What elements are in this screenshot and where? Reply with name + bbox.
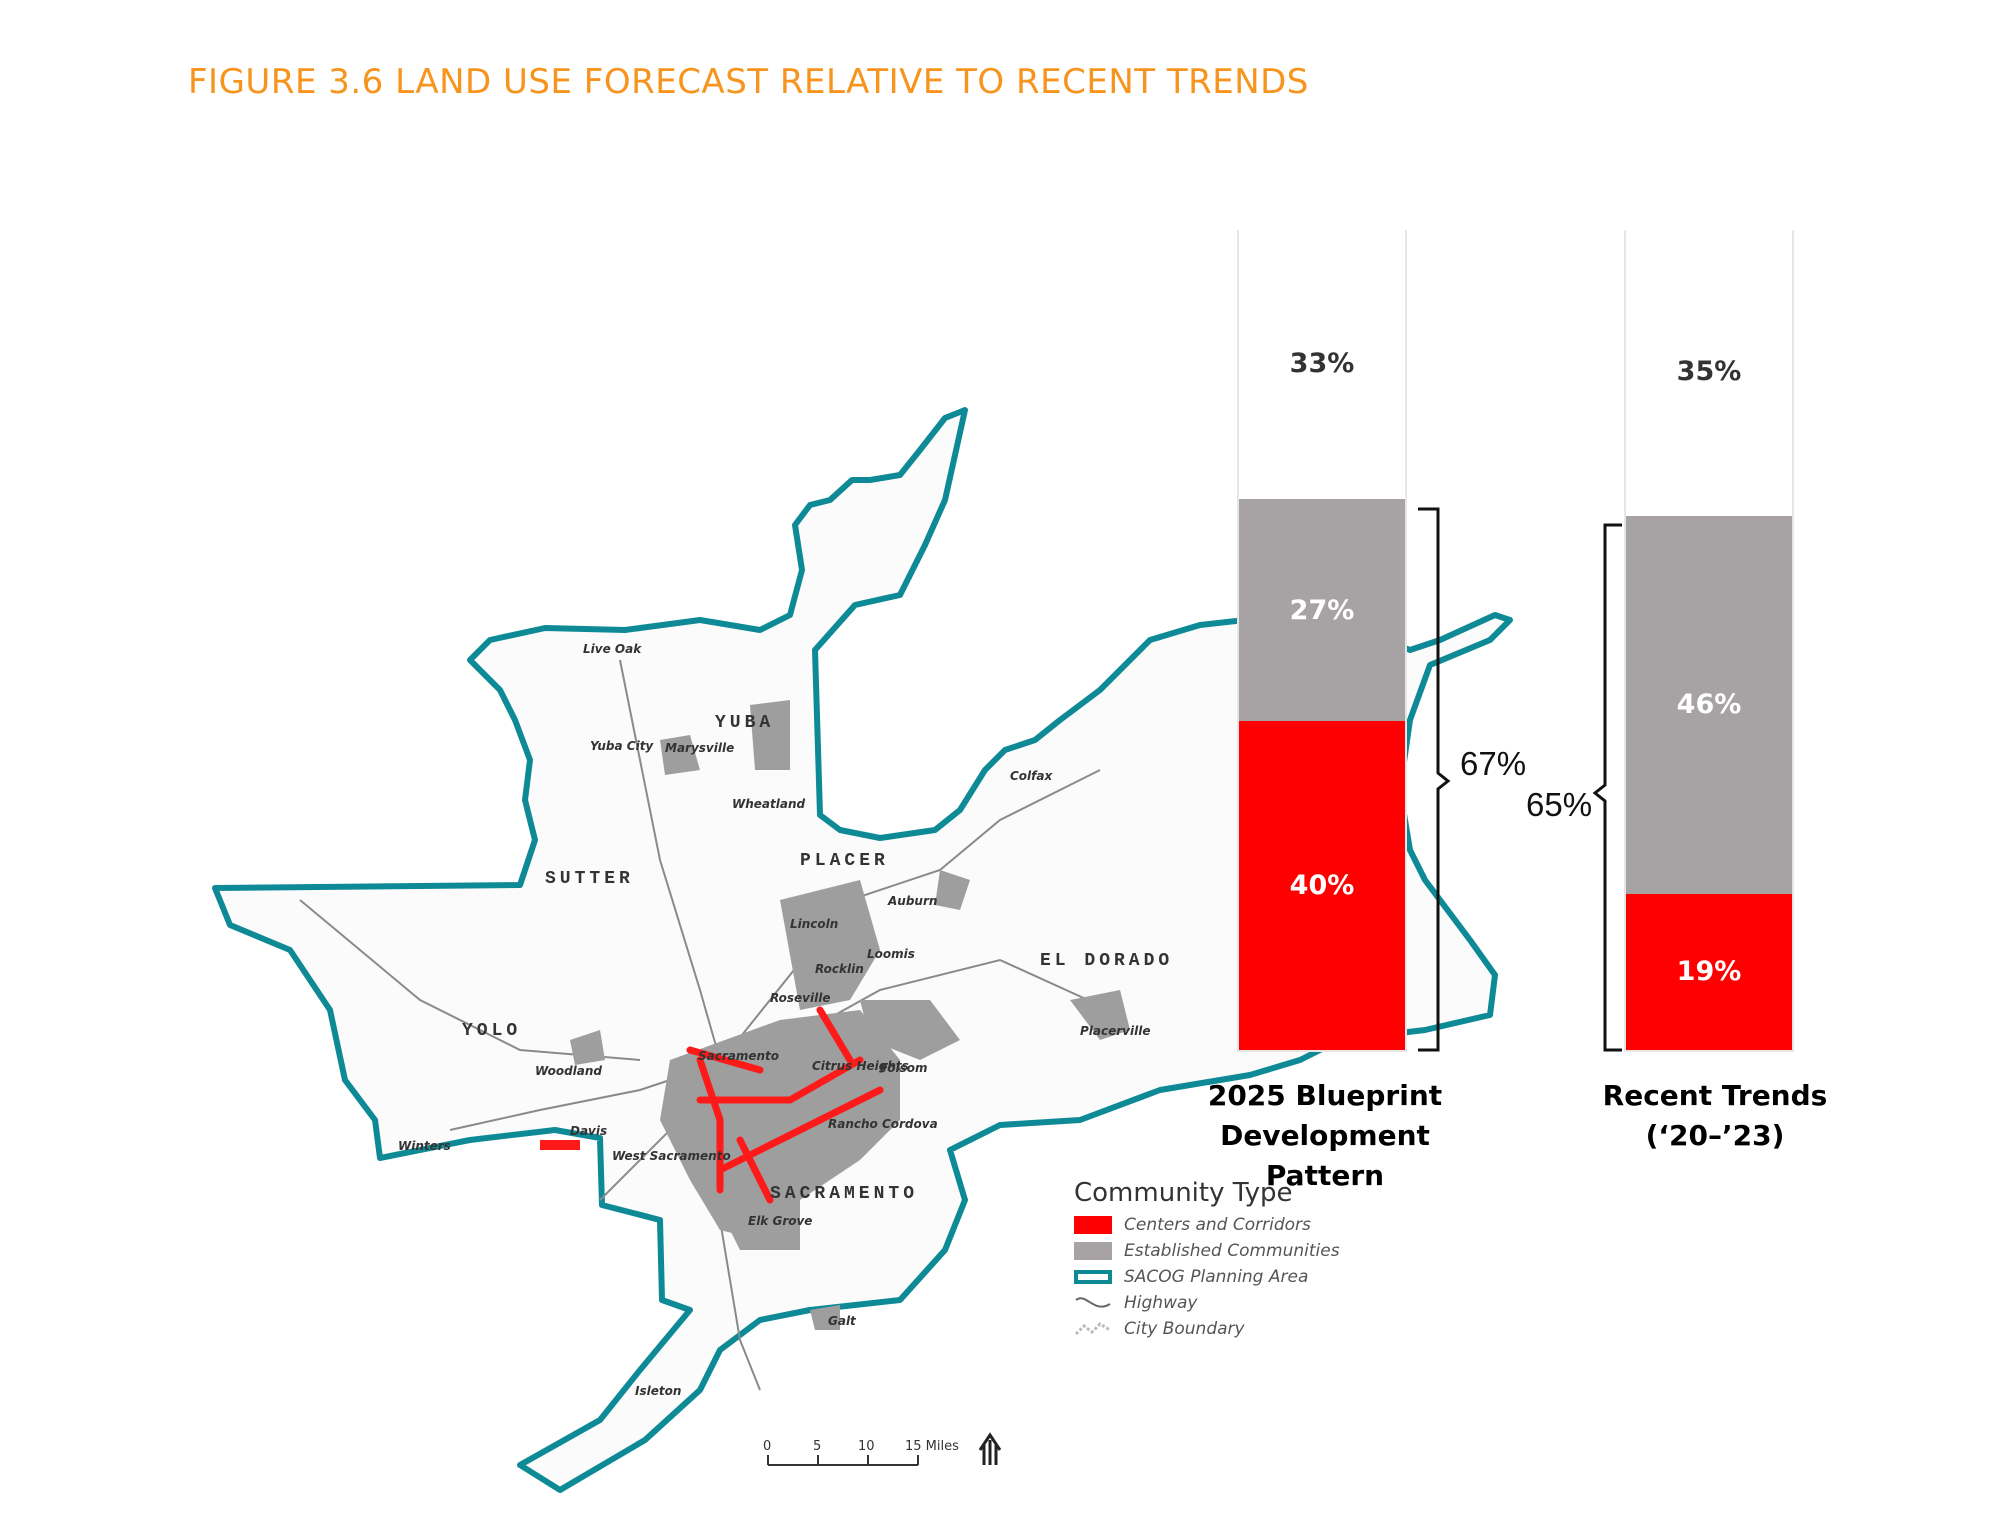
city-label: Marysville: [665, 741, 734, 755]
city-label: Sacramento: [698, 1049, 779, 1063]
city-label: Rancho Cordova: [828, 1117, 938, 1131]
county-label: YUBA: [715, 713, 774, 733]
city-label: Winters: [398, 1139, 451, 1153]
legend-label: City Boundary: [1124, 1319, 1245, 1339]
city-label: Folsom: [880, 1061, 928, 1075]
legend-label: Centers and Corridors: [1124, 1215, 1311, 1235]
legend-swatch: [1074, 1242, 1112, 1260]
city-boundary-icon: [1074, 1322, 1111, 1336]
scale-bar: 0 5 10 15 Miles: [763, 1439, 959, 1466]
legend-item-established: Established Communities: [1074, 1239, 1340, 1263]
scale-tick: 0: [763, 1439, 771, 1454]
scale-tick: 5: [813, 1439, 821, 1454]
city-label: Citrus Heights: [812, 1059, 909, 1073]
county-label: PLACER: [800, 851, 889, 871]
city-label: Davis: [570, 1124, 607, 1138]
county-label: SUTTER: [545, 869, 634, 889]
city-label: Yuba City: [590, 739, 654, 753]
bar-label-line: Development Pattern: [1220, 1119, 1430, 1192]
bar-trends: 19% 46% 35%: [1624, 228, 1794, 1052]
bar-label-trends: Recent Trends (‘20–’23): [1540, 1076, 1890, 1156]
city-label: Colfax: [1010, 769, 1053, 783]
bar-segment: 33%: [1239, 228, 1405, 500]
county-label: SACRAMENTO: [770, 1184, 918, 1204]
scale-tick: 15 Miles: [905, 1439, 959, 1454]
scale-tick: 10: [858, 1439, 875, 1454]
city-label: Lincoln: [790, 917, 838, 931]
city-label: Roseville: [770, 991, 830, 1005]
legend-item-centers: Centers and Corridors: [1074, 1213, 1311, 1237]
legend-item-planning-area: SACOG Planning Area: [1074, 1265, 1308, 1289]
bar-segment: 35%: [1626, 228, 1792, 516]
county-label: YOLO: [462, 1021, 521, 1041]
legend-swatch: [1074, 1270, 1112, 1284]
bar-label-line: 2025 Blueprint: [1207, 1079, 1443, 1112]
north-arrow-icon: [978, 1432, 1002, 1465]
legend-item-city-boundary: City Boundary: [1074, 1317, 1245, 1341]
brace-blueprint: [1418, 507, 1451, 1052]
centers-and-corridors: [686, 1006, 884, 1204]
city-label: West Sacramento: [612, 1149, 731, 1163]
brace-total-blueprint: 67%: [1460, 745, 1527, 782]
legend-item-highway: Highway: [1074, 1291, 1197, 1315]
city-label: Live Oak: [583, 642, 642, 656]
city-label: Isleton: [635, 1384, 681, 1398]
bar-blueprint: 40% 27% 33%: [1237, 228, 1407, 1052]
highway-icon: [1075, 1297, 1111, 1308]
bar-segment: 27%: [1239, 499, 1405, 722]
legend-swatch: [1074, 1216, 1112, 1234]
bar-segment: 40%: [1239, 721, 1405, 1050]
city-label: Woodland: [535, 1064, 602, 1078]
city-label: Rocklin: [815, 962, 864, 976]
bar-label-blueprint: 2025 Blueprint Development Pattern: [1175, 1076, 1475, 1196]
city-label: Wheatland: [732, 797, 806, 811]
bar-label-line: Recent Trends (‘20–’23): [1602, 1079, 1828, 1152]
city-label: Galt: [828, 1314, 857, 1328]
bar-segment: 46%: [1626, 515, 1792, 894]
city-label: Auburn: [887, 894, 937, 908]
figure-title: FIGURE 3.6 LAND USE FORECAST RELATIVE TO…: [188, 62, 1309, 102]
brace-total-trends: 65%: [1526, 786, 1593, 823]
city-label: Elk Grove: [748, 1214, 812, 1228]
city-label: Loomis: [867, 947, 915, 961]
legend-title: Community Type: [1074, 1178, 1293, 1208]
legend-label: Highway: [1124, 1293, 1198, 1313]
legend-label: SACOG Planning Area: [1124, 1267, 1309, 1287]
davis-center: [540, 1140, 580, 1150]
brace-trends: [1592, 523, 1622, 1052]
legend-label: Established Communities: [1124, 1241, 1340, 1261]
city-label: Placerville: [1080, 1024, 1150, 1038]
bar-segment: 19%: [1626, 893, 1792, 1050]
county-label: EL DORADO: [1040, 951, 1173, 971]
